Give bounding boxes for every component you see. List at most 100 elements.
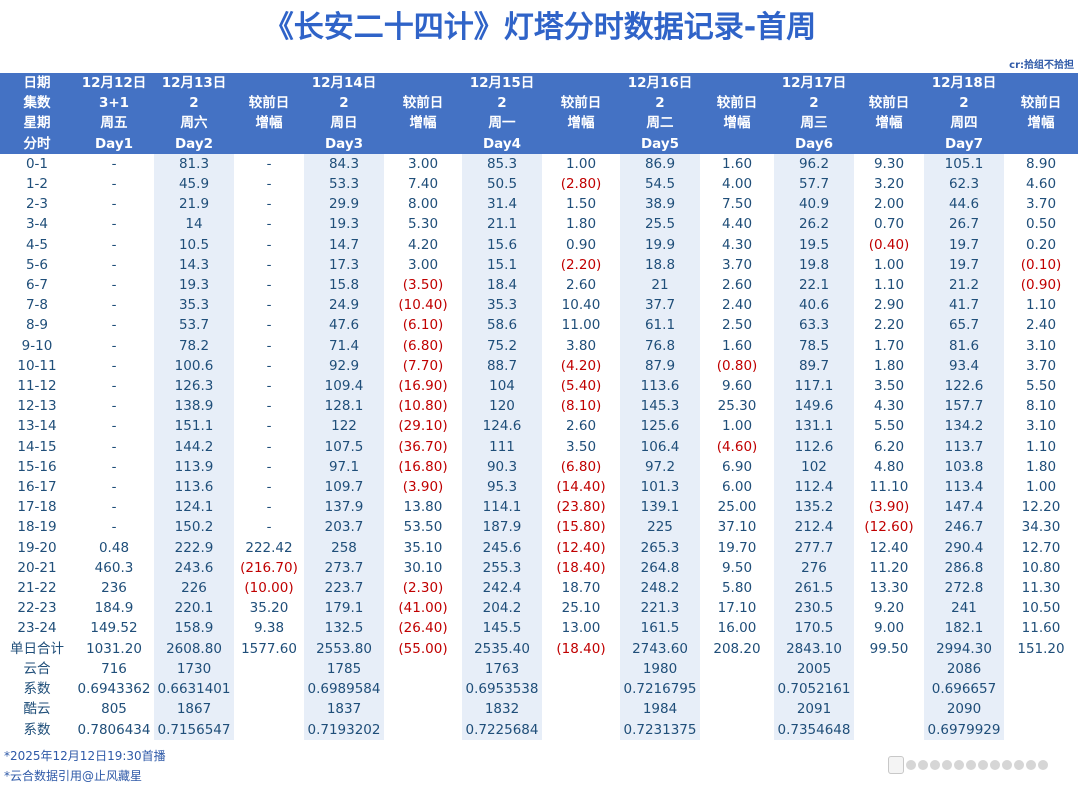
- summary-empty: [234, 659, 304, 679]
- header-day-day: Day7: [924, 133, 1004, 154]
- time-slot-label: 16-17: [17, 479, 57, 496]
- summary-empty: [384, 720, 462, 740]
- delta-cell: (0.10): [1020, 256, 1062, 273]
- value-cell: 112.6: [774, 436, 854, 457]
- value-cell: 122: [304, 416, 384, 437]
- summary-cell: 0.7231375: [620, 719, 700, 740]
- delta-cell: (4.20): [560, 357, 602, 374]
- total-cell: (18.40): [556, 640, 606, 657]
- delta-cell: 5.30: [407, 216, 439, 233]
- delta-cell: (2.30): [402, 580, 444, 597]
- value-cell: 88.7: [462, 355, 542, 377]
- summary-cell: 0.6631401: [154, 679, 234, 700]
- header-row: 集数 3+1 2 较前日 2 较前日 2 较前日 2 较前日 2 较前日 2 较前日: [0, 93, 1078, 114]
- header-day-date: 12月14日: [304, 73, 384, 94]
- value-cell: 17.3: [304, 254, 384, 276]
- table-row: 18-19 - 150.2 - 203.7 53.50 187.9 (15.80) 225 37.…: [0, 517, 1078, 538]
- delta-cell: 1.00: [1025, 479, 1057, 496]
- total-cell: 2608.80: [154, 638, 234, 659]
- delta-cell: (18.40): [556, 559, 606, 576]
- time-slot-label: 13-14: [17, 418, 57, 435]
- header-delta-label: 增幅: [854, 113, 924, 134]
- value-cell: 225: [620, 517, 700, 538]
- header-empty: [542, 73, 620, 94]
- value-cell: 21: [620, 275, 700, 296]
- value-cell: 113.6: [154, 477, 234, 498]
- value-cell: 179.1: [304, 598, 384, 619]
- summary-label: 云合: [23, 660, 51, 677]
- value-cell: 65.7: [924, 315, 1004, 336]
- time-slot-label: 23-24: [17, 620, 57, 637]
- total-cell: 2994.30: [924, 638, 1004, 659]
- value-cell: 81.3: [154, 153, 234, 175]
- delta-cell: 3.20: [873, 176, 905, 193]
- value-cell: -: [111, 418, 117, 435]
- table-body: 0-1 - 81.3 - 84.3 3.00 85.3 1.00 86.9 1.60 96.2 9.3…: [0, 153, 1078, 740]
- table-row: 7-8 - 35.3 - 24.9 (10.40) 35.3 10.40 37.7 2.40 40.…: [0, 295, 1078, 316]
- time-slot-label: 15-16: [17, 458, 57, 475]
- delta-cell: 10.80: [1021, 559, 1061, 576]
- header-day-week: 周四: [924, 113, 1004, 134]
- value-cell: 212.4: [774, 517, 854, 538]
- delta-cell: (15.80): [556, 519, 606, 536]
- credit-label: cr:拾组不拾担: [1009, 60, 1074, 71]
- table-row: 8-9 - 53.7 - 47.6 (6.10) 58.6 11.00 61.1 2.50 63.3…: [0, 315, 1078, 336]
- delta-cell: 2.50: [721, 317, 753, 334]
- watermark-dot-icon: [1002, 760, 1012, 770]
- summary-empty: [384, 699, 462, 719]
- table-row: 9-10 - 78.2 - 71.4 (6.80) 75.2 3.80 76.8 1.60 78.5…: [0, 335, 1078, 356]
- value-cell: 87.9: [620, 355, 700, 377]
- delta-cell: 8.00: [407, 196, 439, 213]
- delta-cell: 11.20: [869, 559, 909, 576]
- summary-empty: [542, 659, 620, 679]
- value-cell: 31.4: [462, 194, 542, 215]
- header-empty: [234, 73, 304, 94]
- time-slot-label: 7-8: [25, 297, 49, 314]
- delta-cell: 53.50: [403, 519, 443, 536]
- delta-cell: 3.70: [721, 256, 753, 273]
- value-cell: 50.5: [462, 174, 542, 195]
- value-cell: -: [111, 499, 117, 516]
- value-cell: -: [111, 398, 117, 415]
- table-row: 21-22 236 226 (10.00) 223.7 (2.30) 242.4 18.70 2…: [0, 578, 1078, 599]
- value-cell: 97.1: [304, 456, 384, 478]
- total-cell: 151.20: [1017, 640, 1065, 657]
- summary-cell: 0.696657: [924, 679, 1004, 700]
- table-row: 3-4 - 14 - 19.3 5.30 21.1 1.80 25.5 4.40 26.2 0.70 2…: [0, 214, 1078, 235]
- delta-cell: 12.70: [1021, 539, 1061, 556]
- value-cell: 53.3: [304, 174, 384, 195]
- summary-empty: [700, 659, 774, 679]
- summary-empty: [384, 659, 462, 679]
- table-row: 13-14 - 151.1 - 122 (29.10) 124.6 2.60 125.6 1.00…: [0, 416, 1078, 437]
- summary-cell: 0.7225684: [462, 719, 542, 740]
- value-cell: 223.7: [304, 578, 384, 599]
- delta-cell: 25.10: [561, 600, 601, 617]
- time-slot-label: 6-7: [25, 277, 49, 294]
- value-cell: 26.7: [924, 214, 1004, 235]
- summary-empty: [234, 720, 304, 740]
- summary-cell: 1867: [154, 699, 234, 720]
- delta-cell: 4.30: [721, 236, 753, 253]
- delta-cell: -: [266, 196, 272, 213]
- delta-cell: 5.50: [1025, 378, 1057, 395]
- delta-cell: 4.30: [873, 398, 905, 415]
- value-cell: 290.4: [924, 537, 1004, 558]
- time-slot-label: 10-11: [17, 357, 57, 374]
- header-day-day: Day2: [154, 133, 234, 154]
- delta-cell: 17.10: [717, 600, 757, 617]
- summary-cell: 2090: [924, 699, 1004, 720]
- summary-empty: [384, 679, 462, 699]
- delta-cell: 0.90: [565, 236, 597, 253]
- delta-cell: -: [266, 277, 272, 294]
- value-cell: 41.7: [924, 295, 1004, 316]
- value-cell: 63.3: [774, 315, 854, 336]
- value-cell: 126.3: [154, 376, 234, 397]
- delta-cell: -: [266, 216, 272, 233]
- value-cell: 15.1: [462, 254, 542, 276]
- value-cell: 220.1: [154, 598, 234, 619]
- delta-cell: 8.10: [1025, 398, 1057, 415]
- value-cell: 76.8: [620, 335, 700, 356]
- summary-empty: [854, 720, 924, 740]
- delta-cell: 12.40: [869, 539, 909, 556]
- value-cell: 15.6: [462, 234, 542, 255]
